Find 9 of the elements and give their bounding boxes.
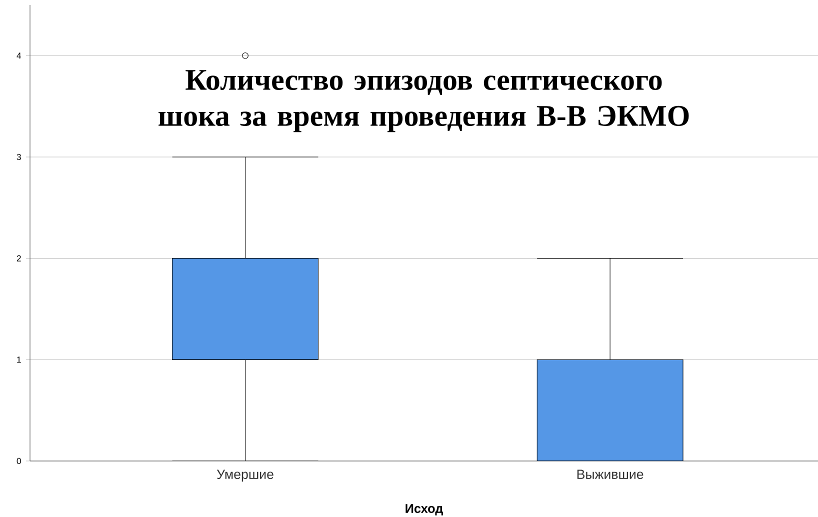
text: Количество эпизодов септического шока за время проведения В-В ЭКМО <box>158 70 689 132</box>
y-tick-label: 1 <box>17 356 21 363</box>
x-tick-label: Умершие <box>216 470 274 482</box>
y-tick-label: 3 <box>16 154 21 160</box>
x-tick-label: Выжившие <box>577 470 644 479</box>
y-tick-label: 2 <box>16 255 21 262</box>
y-tick-label: 4 <box>16 52 22 59</box>
x-axis-title: Исход <box>406 504 443 516</box>
y-tick-label: 0 <box>16 458 21 464</box>
